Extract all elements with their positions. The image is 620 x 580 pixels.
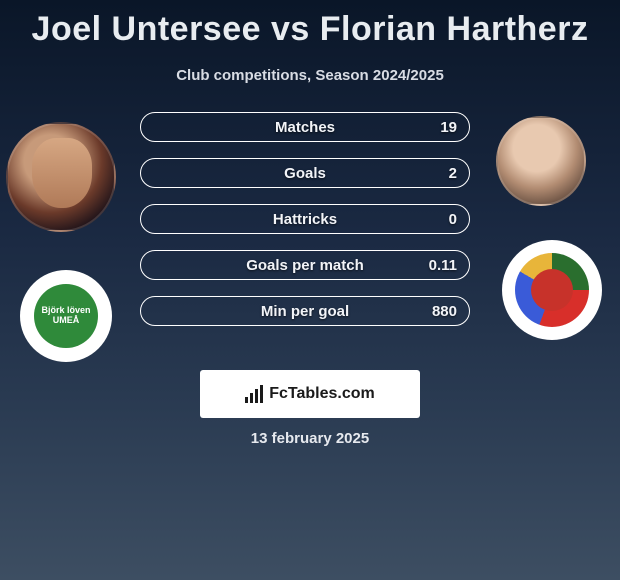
- club-right-badge-core: [531, 269, 573, 311]
- logo-box: FcTables.com: [200, 370, 420, 418]
- date-label: 13 february 2025: [251, 430, 369, 447]
- comparison-panel: Björk löven UMEÅ Matches 19 Goals 2 Hatt…: [0, 112, 620, 372]
- subtitle: Club competitions, Season 2024/2025: [0, 67, 620, 84]
- logo-text: FcTables.com: [269, 385, 375, 403]
- stat-label: Hattricks: [141, 211, 469, 228]
- stat-label: Min per goal: [141, 303, 469, 320]
- stat-label: Matches: [141, 119, 469, 136]
- bar-chart-icon: [245, 385, 263, 403]
- stat-value: 19: [440, 119, 457, 136]
- stat-bar-hattricks: Hattricks 0: [140, 204, 470, 234]
- stat-value: 0: [449, 211, 457, 228]
- club-right-badge: [502, 240, 602, 340]
- stat-label: Goals: [141, 165, 469, 182]
- stat-bar-matches: Matches 19: [140, 112, 470, 142]
- player-right-avatar: [496, 116, 586, 206]
- stat-bar-goals-per-match: Goals per match 0.11: [140, 250, 470, 280]
- player-left-face: [32, 138, 92, 208]
- stat-value: 880: [432, 303, 457, 320]
- stat-bars: Matches 19 Goals 2 Hattricks 0 Goals per…: [140, 112, 470, 326]
- player-left-avatar: [6, 122, 116, 232]
- club-right-badge-ring: [515, 253, 589, 327]
- stat-bar-min-per-goal: Min per goal 880: [140, 296, 470, 326]
- page-title: Joel Untersee vs Florian Hartherz: [0, 0, 620, 49]
- club-left-badge: Björk löven UMEÅ: [20, 270, 112, 362]
- stat-bar-goals: Goals 2: [140, 158, 470, 188]
- stat-value: 0.11: [429, 257, 457, 274]
- club-left-badge-inner: Björk löven UMEÅ: [34, 284, 98, 348]
- stat-value: 2: [449, 165, 457, 182]
- stat-label: Goals per match: [141, 257, 469, 274]
